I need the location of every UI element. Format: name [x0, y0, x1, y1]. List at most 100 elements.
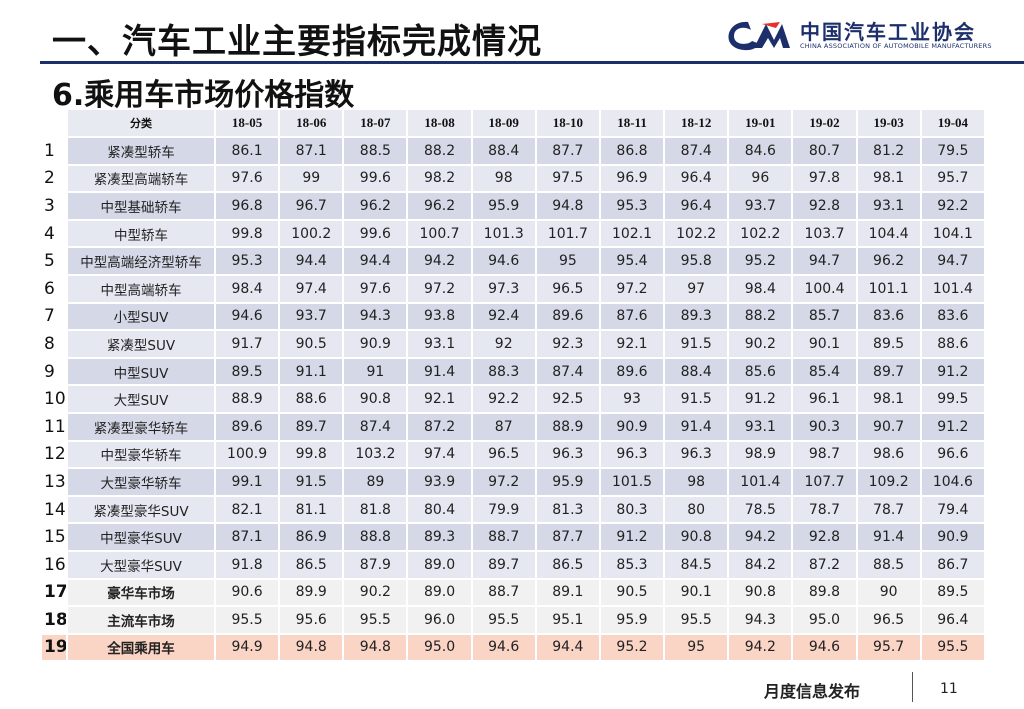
index-value-cell: 103.7: [793, 220, 856, 249]
price-index-table: 分类 18-05 18-06 18-07 18-08 18-09 18-10 18-11 18…: [40, 110, 986, 663]
table-row: 10 大型SUV 88.9 88.6 90.8 92.1 92.2 92.5 93 91.5 91.…: [42, 386, 984, 414]
row-category: 中型轿车: [68, 220, 214, 249]
index-value-cell: 85.4: [793, 358, 856, 387]
index-value-cell: 93.7: [729, 193, 792, 221]
table-row: 17 豪华车市场 90.6 89.9 90.2 89.0 88.7 89.1 90.5 90.1 9…: [42, 579, 984, 608]
index-value-cell: 89.7: [472, 551, 535, 580]
index-value-cell: 100.2: [280, 220, 343, 249]
table-row: 6 中型高端轿车 98.4 97.4 97.6 97.2 97.3 96.5 97.2 97 98.…: [42, 275, 984, 304]
index-value-cell: 92.2: [472, 386, 535, 414]
row-category: 紧凑型豪华SUV: [68, 496, 214, 525]
index-value-cell: 95.1: [536, 607, 599, 635]
month-header: 19-03: [857, 110, 920, 138]
index-value-cell: 89.6: [536, 303, 599, 332]
index-value-cell: 100.9: [216, 441, 279, 470]
index-value-cell: 90.2: [729, 331, 792, 359]
index-value-cell: 102.2: [729, 220, 792, 249]
index-value-cell: 95.8: [665, 248, 728, 276]
index-value-cell: 89.6: [216, 413, 279, 442]
index-value-cell: 94.8: [280, 634, 343, 663]
index-value-cell: 79.4: [921, 496, 984, 525]
month-header: 18-11: [600, 110, 664, 138]
index-value-cell: 90.9: [344, 331, 407, 359]
index-value-cell: 97.5: [536, 165, 599, 194]
index-value-cell: 97.8: [793, 165, 856, 194]
index-value-cell: 94.4: [536, 634, 599, 663]
index-value-cell: 88.4: [665, 358, 728, 387]
index-value-cell: 91.4: [665, 413, 728, 442]
index-value-cell: 94.6: [793, 634, 856, 663]
index-value-cell: 96.5: [857, 607, 920, 635]
table-header-row: 分类 18-05 18-06 18-07 18-08 18-09 18-10 18-11 18…: [42, 110, 984, 138]
table-row: 1 紧凑型轿车 86.1 87.1 88.5 88.2 88.4 87.7 86.8 87.4 84…: [42, 138, 984, 166]
index-value-cell: 89.3: [665, 303, 728, 332]
index-value-cell: 99.6: [344, 165, 407, 194]
index-value-cell: 78.7: [793, 496, 856, 525]
index-value-cell: 88.5: [857, 551, 920, 580]
index-value-cell: 98.6: [857, 441, 920, 470]
index-value-cell: 102.1: [600, 220, 664, 249]
index-value-cell: 88.4: [472, 138, 535, 166]
index-value-cell: 84.5: [665, 551, 728, 580]
index-value-cell: 101.5: [600, 469, 664, 497]
table-row: 13 大型豪华轿车 99.1 91.5 89 93.9 97.2 95.9 101.5 98 101…: [42, 469, 984, 497]
index-value-cell: 98.4: [729, 275, 792, 304]
index-value-cell: 95.5: [344, 607, 407, 635]
index-value-cell: 94.9: [216, 634, 279, 663]
index-value-cell: 87.4: [665, 138, 728, 166]
index-value-cell: 88.6: [921, 331, 984, 359]
price-index-table-container: 分类 18-05 18-06 18-07 18-08 18-09 18-10 18-11 18…: [40, 110, 986, 663]
row-index: 11: [42, 413, 66, 442]
row-category: 大型豪华轿车: [68, 469, 214, 497]
index-value-cell: 87.1: [216, 524, 279, 552]
index-value-cell: 87.4: [344, 413, 407, 442]
index-value-cell: 85.3: [600, 551, 664, 580]
row-category: 豪华车市场: [68, 579, 214, 608]
month-header: 18-10: [536, 110, 599, 138]
index-value-cell: 95.4: [600, 248, 664, 276]
index-value-cell: 97.2: [600, 275, 664, 304]
row-index: 4: [42, 220, 66, 249]
index-value-cell: 92.3: [536, 331, 599, 359]
index-value-cell: 94.7: [921, 248, 984, 276]
month-header: 18-08: [408, 110, 471, 138]
index-value-cell: 95.2: [600, 634, 664, 663]
index-value-cell: 102.2: [665, 220, 728, 249]
row-index: 8: [42, 331, 66, 359]
row-index: 14: [42, 496, 66, 525]
index-value-cell: 89: [344, 469, 407, 497]
index-value-cell: 92.4: [472, 303, 535, 332]
index-value-cell: 94.2: [729, 524, 792, 552]
index-value-cell: 91.2: [921, 413, 984, 442]
index-header: [42, 110, 66, 138]
row-category: 紧凑型豪华轿车: [68, 413, 214, 442]
table-row: 15 中型豪华SUV 87.1 86.9 88.8 89.3 88.7 87.7 91.2 90.…: [42, 524, 984, 552]
index-value-cell: 96.3: [600, 441, 664, 470]
index-value-cell: 90.3: [793, 413, 856, 442]
row-index: 18: [42, 607, 66, 635]
index-value-cell: 104.6: [921, 469, 984, 497]
index-value-cell: 90.5: [280, 331, 343, 359]
index-value-cell: 98.7: [793, 441, 856, 470]
index-value-cell: 96.5: [536, 275, 599, 304]
index-value-cell: 91.5: [665, 386, 728, 414]
index-value-cell: 99: [280, 165, 343, 194]
index-value-cell: 92.5: [536, 386, 599, 414]
index-value-cell: 94.8: [536, 193, 599, 221]
index-value-cell: 90.7: [857, 413, 920, 442]
row-index: 13: [42, 469, 66, 497]
index-value-cell: 93.1: [729, 413, 792, 442]
index-value-cell: 97: [665, 275, 728, 304]
month-header: 19-01: [729, 110, 792, 138]
index-value-cell: 101.4: [921, 275, 984, 304]
index-value-cell: 87.4: [536, 358, 599, 387]
row-index: 5: [42, 248, 66, 276]
index-value-cell: 80.7: [793, 138, 856, 166]
index-value-cell: 79.9: [472, 496, 535, 525]
index-value-cell: 89.6: [600, 358, 664, 387]
index-value-cell: 90: [857, 579, 920, 608]
index-value-cell: 81.1: [280, 496, 343, 525]
index-value-cell: 89.7: [280, 413, 343, 442]
index-value-cell: 96.7: [280, 193, 343, 221]
index-value-cell: 101.4: [729, 469, 792, 497]
